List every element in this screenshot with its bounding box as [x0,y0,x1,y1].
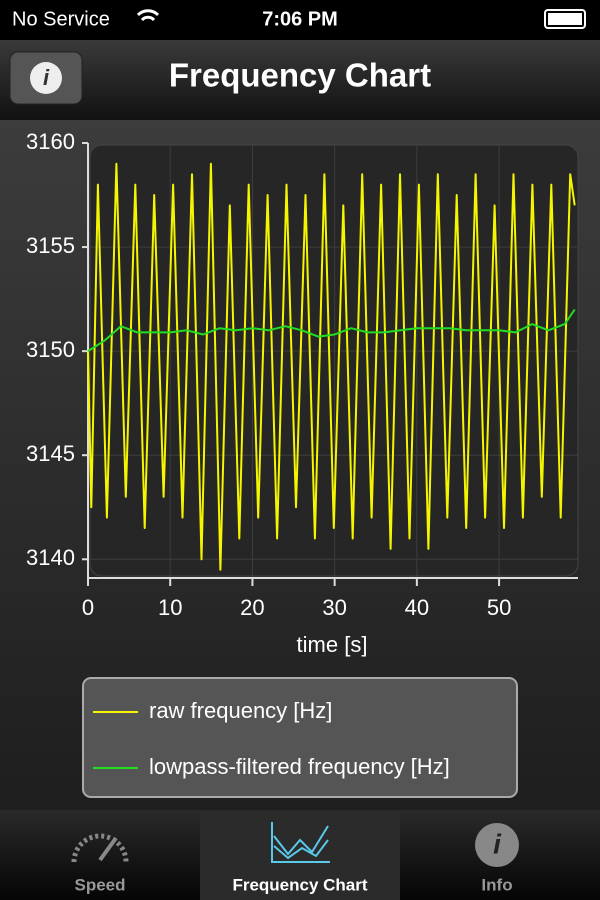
y-tick-label: 3155 [26,233,75,258]
y-tick-label: 3150 [26,337,75,362]
x-tick-label: 10 [158,595,182,620]
series-line [87,308,576,352]
battery-level [548,13,582,25]
battery-icon [544,9,586,29]
info-glyph: i [43,65,50,90]
x-tick-label: 50 [487,595,511,620]
status-bar [0,0,600,40]
info-icon [30,62,62,94]
y-tick-label: 3160 [26,129,75,154]
clock: 7:06 PM [262,8,338,30]
nav-bar [0,40,600,120]
selected-tab-highlight [200,812,400,900]
chart: 3140 3145 3150 3155 3160 0 10 20 30 40 50 time [s] r… [26,129,579,798]
info-tab-icon [475,823,519,867]
wifi-icon [136,9,160,22]
legend-box [82,677,518,798]
y-tick-label: 3145 [26,441,75,466]
tab-label[interactable]: Speed [74,875,125,894]
speed-icon [71,833,129,863]
tab-label[interactable]: Frequency Chart [232,875,367,894]
x-tick-label: 30 [322,595,346,620]
series-line [87,162,576,571]
legend-label: raw frequency [Hz] [149,698,332,723]
nav-title: Frequency Chart [169,57,431,94]
chart-icon [271,822,330,863]
y-tick-label: 3140 [26,545,75,570]
x-tick-label: 40 [405,595,429,620]
x-tick-label: 20 [240,595,264,620]
x-tick-label: 0 [82,595,94,620]
legend-label: lowpass-filtered frequency [Hz] [149,754,450,779]
x-axis-label: time [s] [297,632,368,657]
tab-label[interactable]: Info [481,875,512,894]
info-tab-glyph: i [493,828,502,859]
carrier: No Service [12,8,110,30]
